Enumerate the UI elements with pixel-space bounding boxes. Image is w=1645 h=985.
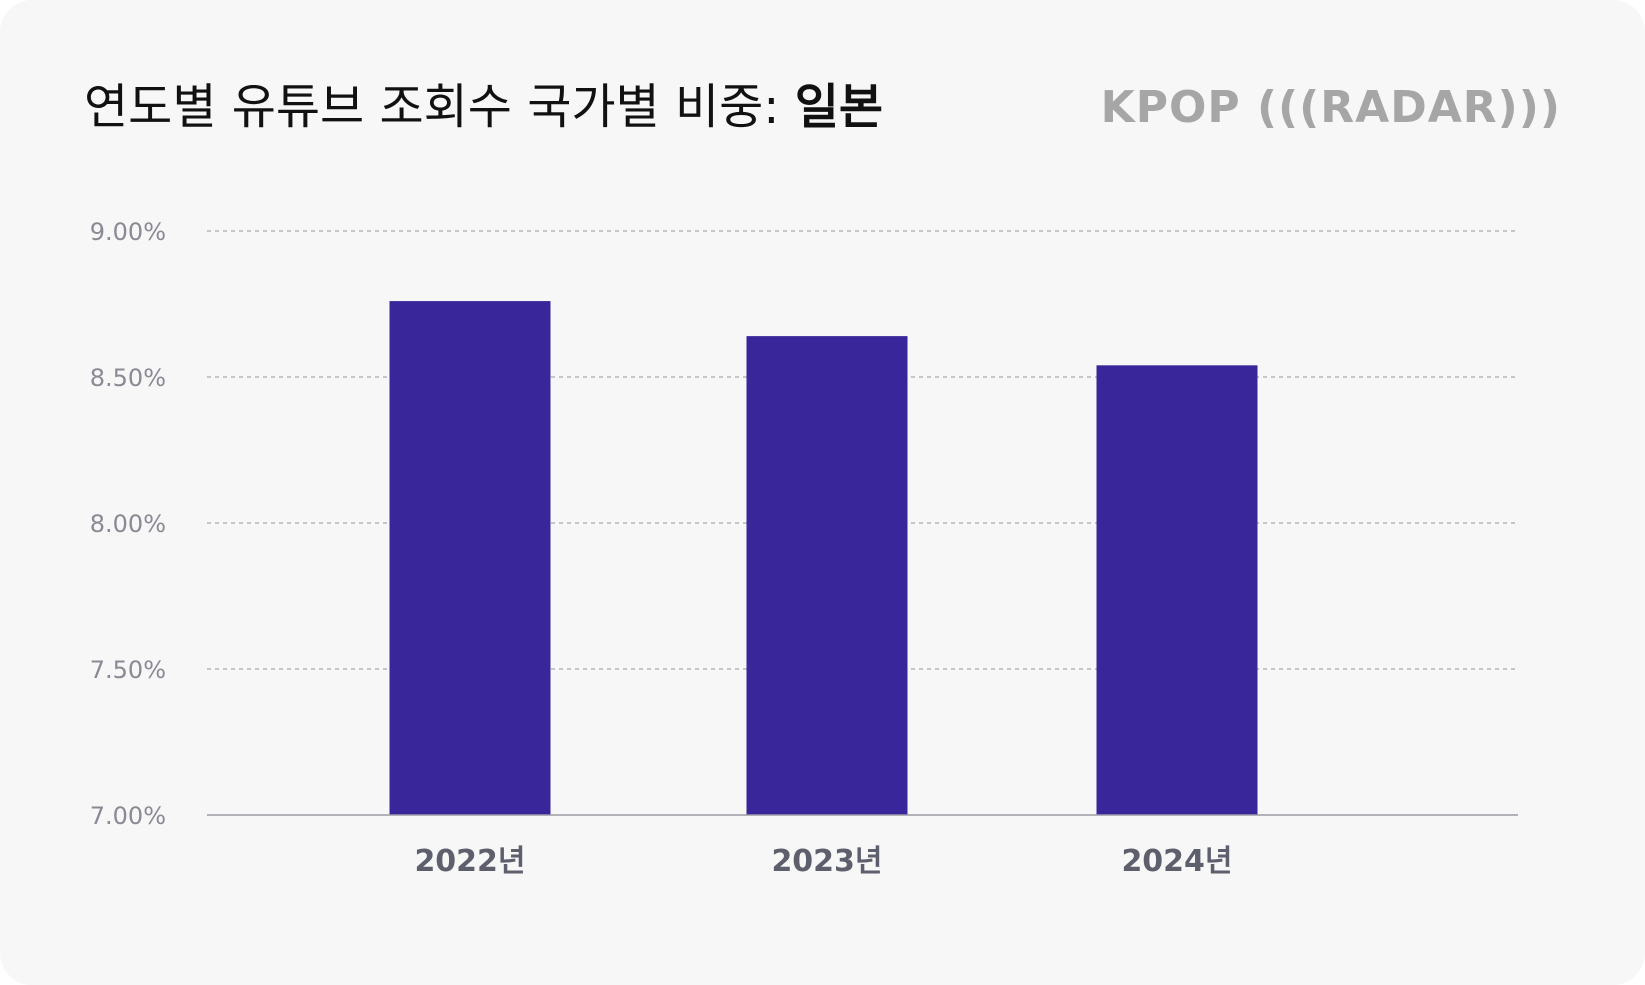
chart-title-prefix: 연도별 유튜브 조회수 국가별 비중: xyxy=(84,79,795,135)
y-tick-label: 7.50% xyxy=(90,656,166,684)
bar-1 xyxy=(389,301,551,816)
y-tick-label: 7.00% xyxy=(90,802,166,830)
y-tick-label: 8.00% xyxy=(90,510,166,538)
bar-3 xyxy=(1096,365,1258,815)
y-tick-label: 8.50% xyxy=(90,364,166,392)
x-tick-label: 2024년 xyxy=(1121,844,1232,879)
bar-2 xyxy=(746,336,908,815)
chart-title-highlight: 일본 xyxy=(794,79,884,135)
x-tick-label: 2023년 xyxy=(771,844,882,879)
chart-title: 연도별 유튜브 조회수 국가별 비중: 일본 xyxy=(84,72,883,142)
brand-logo: KPOP (((RADAR))) xyxy=(1100,82,1561,133)
x-tick-label: 2022년 xyxy=(414,844,525,879)
y-tick-label: 9.00% xyxy=(90,218,166,246)
